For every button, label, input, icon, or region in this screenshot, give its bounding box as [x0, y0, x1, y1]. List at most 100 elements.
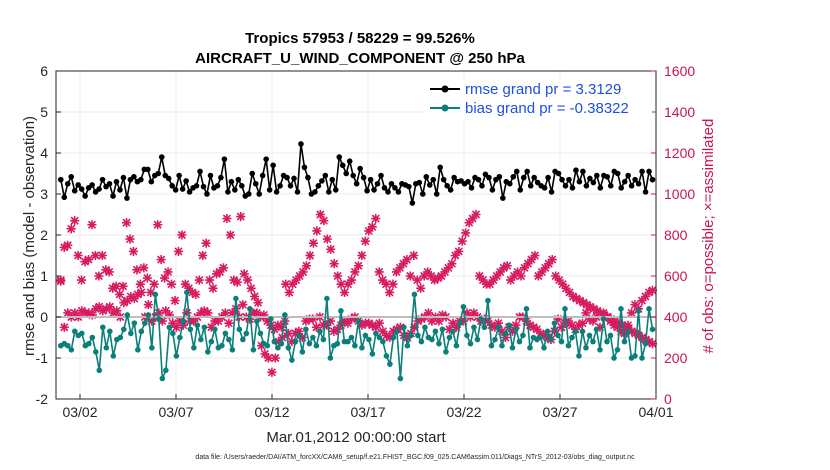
obs-marker: [616, 320, 626, 330]
bias-point: [205, 349, 211, 355]
obs-marker: [409, 322, 419, 332]
obs-marker: [516, 271, 526, 281]
obs-marker: [395, 263, 405, 273]
rmse-point: [527, 183, 534, 189]
obs-marker: [136, 287, 146, 297]
obs-marker: [168, 318, 178, 328]
obs-marker: [222, 214, 232, 224]
rmse-point: [106, 180, 113, 187]
bias-point: [121, 326, 127, 333]
rmse-point: [580, 168, 586, 175]
bias-point: [471, 324, 477, 331]
obs-marker: [644, 287, 654, 297]
bias-point: [513, 326, 519, 333]
obs-marker: [184, 283, 194, 293]
y2-tick-label: 1200: [664, 145, 695, 161]
y2-tick-label: 600: [664, 268, 688, 284]
bias-point: [268, 316, 274, 322]
rmse-point: [145, 166, 151, 173]
y2-tick-label: 1600: [664, 63, 695, 79]
obs-marker: [77, 275, 87, 285]
rmse-point: [392, 185, 398, 191]
obs-marker: [413, 316, 423, 326]
rmse-point: [200, 183, 207, 190]
obs-marker: [384, 287, 395, 297]
y2-tick-label: 400: [664, 309, 688, 325]
rmse-point: [96, 186, 102, 192]
rmse-point: [221, 156, 228, 162]
obs-marker: [560, 318, 570, 328]
obs-marker: [129, 294, 139, 304]
obs-marker: [319, 216, 329, 226]
bias-point: [222, 330, 229, 337]
bias-point: [324, 295, 330, 302]
bias-point: [502, 330, 509, 337]
obs-marker: [395, 322, 405, 332]
obs-marker: [551, 271, 561, 281]
rmse-point: [357, 165, 363, 172]
obs-marker: [457, 236, 467, 246]
rmse-point: [61, 194, 68, 201]
obs-marker: [297, 332, 307, 343]
rmse-point: [273, 189, 280, 195]
x-tick-label: 03/27: [542, 404, 577, 420]
obs-marker: [94, 302, 104, 312]
y-tick-label: 1: [40, 268, 48, 284]
rmse-point: [113, 178, 120, 185]
obs-marker: [105, 302, 115, 312]
rmse-point: [374, 180, 381, 187]
obs-marker: [157, 316, 167, 326]
rmse-point: [426, 182, 433, 188]
rmse-point: [381, 185, 388, 191]
bias-point: [177, 334, 183, 341]
obs-marker: [447, 259, 457, 269]
obs-marker: [381, 330, 391, 340]
rmse-point: [165, 175, 172, 182]
obs-marker: [364, 226, 374, 236]
rmse-point: [319, 178, 325, 184]
obs-marker: [558, 279, 568, 289]
bias-point: [282, 312, 288, 318]
obs-marker: [640, 291, 651, 302]
rmse-point: [486, 174, 492, 181]
rmse-point: [444, 183, 450, 189]
rmse-point: [569, 185, 576, 191]
obs-marker: [606, 314, 616, 324]
bias-point: [432, 328, 439, 335]
rmse-point: [58, 176, 64, 183]
obs-marker: [122, 296, 132, 306]
obs-marker: [346, 275, 357, 285]
obs-marker: [80, 257, 90, 267]
obs-marker: [154, 308, 164, 318]
obs-marker: [506, 275, 516, 285]
obs-marker: [283, 328, 293, 338]
obs-marker: [371, 214, 381, 224]
obs-marker: [416, 283, 426, 293]
obs-marker: [203, 308, 213, 318]
obs-marker: [180, 279, 190, 289]
rmse-point: [263, 156, 269, 162]
bias-point: [254, 318, 260, 324]
obs-marker: [423, 308, 433, 318]
bias-point: [345, 338, 351, 345]
obs-marker: [609, 316, 620, 326]
rmse-point: [305, 174, 311, 181]
obs-marker: [73, 250, 83, 261]
obs-marker: [357, 250, 367, 261]
rmse-point: [332, 187, 339, 193]
y-tick-label: 0: [40, 309, 48, 325]
bias-point: [464, 332, 470, 339]
rmse-point: [433, 191, 440, 197]
obs-marker: [211, 269, 222, 279]
obs-marker: [464, 218, 474, 228]
obs-marker: [637, 332, 647, 343]
obs-marker: [637, 296, 647, 306]
obs-marker: [577, 318, 588, 328]
bias-point: [226, 336, 232, 343]
rmse-point: [371, 187, 377, 193]
obs-marker: [478, 275, 488, 285]
obs-marker: [229, 275, 239, 285]
obs-marker: [245, 314, 255, 324]
bias-point: [509, 344, 516, 351]
obs-marker: [232, 277, 242, 287]
